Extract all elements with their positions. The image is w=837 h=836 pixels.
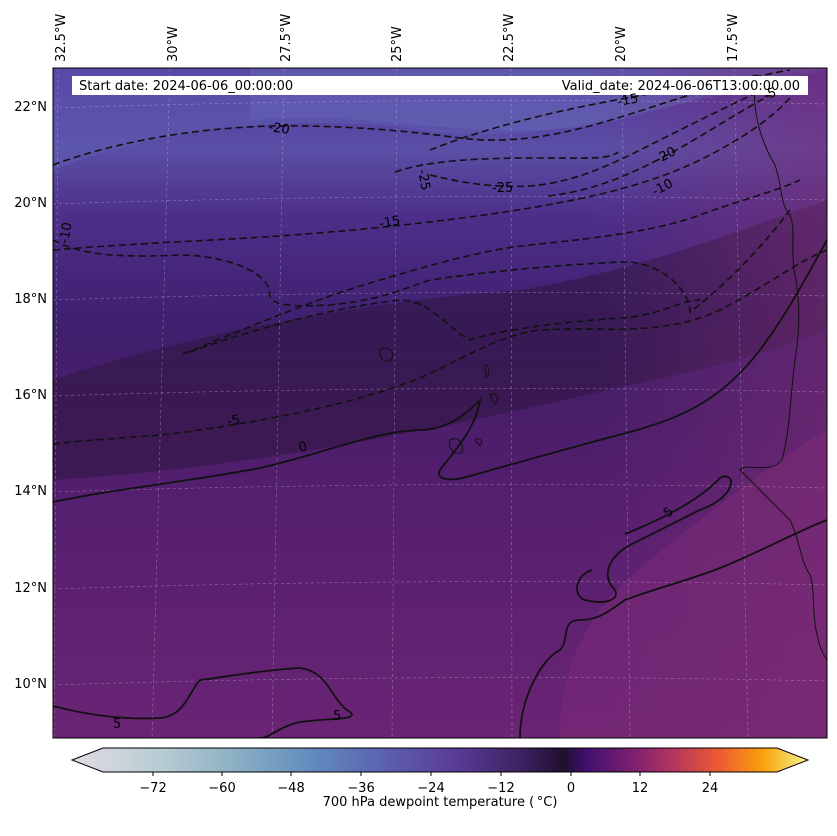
graticule	[53, 68, 827, 738]
longitude-labels: 32.5°W 30°W 27.5°W 25°W 22.5°W 20°W 17.5…	[54, 14, 741, 62]
lat-label: 14°N	[14, 484, 47, 499]
positive-contours	[53, 239, 827, 738]
lat-label: 18°N	[14, 292, 47, 307]
contour-label: -10	[57, 221, 75, 245]
contour-minus5	[53, 249, 827, 445]
lon-label: 27.5°W	[279, 14, 294, 62]
negative-contours	[53, 69, 827, 445]
colorbar-tick: −36	[347, 781, 374, 796]
lat-label: 20°N	[14, 196, 47, 211]
cape-verde-islands	[379, 347, 498, 454]
contour-five-southwest	[53, 667, 353, 738]
lon-label: 30°W	[166, 26, 181, 62]
colorbar-tick: −24	[417, 781, 444, 796]
contour-label: 5	[113, 717, 121, 732]
map-panel	[53, 68, 827, 738]
contour-label: 5	[333, 709, 341, 724]
valid-date-label: Valid_date: 2024-06-06T13:00:00.00	[562, 79, 800, 94]
lat-label: 16°N	[14, 388, 47, 403]
contour-five-east	[576, 475, 732, 603]
contour-zero	[53, 239, 827, 503]
contour-labels: -20 -15 -25 -25 -20 -15 -10 -10 -5 -5 0 …	[57, 85, 778, 732]
contour-label: -25	[414, 168, 432, 192]
lon-label: 25°W	[390, 26, 405, 62]
contour-minus10	[53, 209, 791, 314]
contour-minus25-loop	[429, 81, 781, 188]
lon-label: 20°W	[614, 26, 629, 62]
contour-minus20-east	[547, 89, 781, 197]
contour-label: -15	[378, 213, 402, 231]
contour-five-south	[519, 519, 827, 738]
contour-minus15-inner	[189, 299, 701, 353]
lat-label: 12°N	[14, 581, 47, 596]
colorbar-tick: 0	[567, 781, 575, 796]
colorbar-label: 700 hPa dewpoint temperature ( °C)	[323, 795, 558, 810]
colorbar-tick: −60	[208, 781, 235, 796]
colorbar-tick: −72	[139, 781, 166, 796]
colorbar-bar	[70, 747, 810, 773]
contour-minus15-north	[429, 74, 761, 151]
contour-minus10-inner	[182, 179, 801, 355]
contour-label: -25	[492, 181, 513, 196]
coastline	[379, 79, 827, 661]
colorbar-tick: −12	[487, 781, 514, 796]
colorbar-tick: 24	[702, 781, 719, 796]
lat-label: 10°N	[14, 677, 47, 692]
lon-label: 17.5°W	[726, 14, 741, 62]
colorbar: −72 −60 −48 −36 −24 −12 0 12 24 700 hPa …	[70, 747, 810, 810]
colorbar-tick: 12	[632, 781, 649, 796]
lon-label: 22.5°W	[502, 14, 517, 62]
colorbar-tick-marks	[152, 772, 711, 776]
contour-label: 0	[297, 439, 309, 456]
african-coast	[739, 79, 827, 661]
contour-label: -20	[267, 120, 290, 138]
start-date-label: Start date: 2024-06-06_00:00:00	[79, 79, 293, 94]
contour-label: -15	[616, 91, 640, 109]
contour-label: -5	[226, 413, 242, 430]
contour-label: -5	[761, 85, 778, 104]
header-box	[72, 76, 808, 95]
colorbar-tick: −48	[277, 781, 304, 796]
latitude-labels: 22°N 20°N 18°N 16°N 14°N 12°N 10°N	[14, 100, 47, 692]
lat-label: 22°N	[14, 100, 47, 115]
map-frame	[52, 67, 828, 739]
lon-label: 32.5°W	[54, 14, 69, 62]
